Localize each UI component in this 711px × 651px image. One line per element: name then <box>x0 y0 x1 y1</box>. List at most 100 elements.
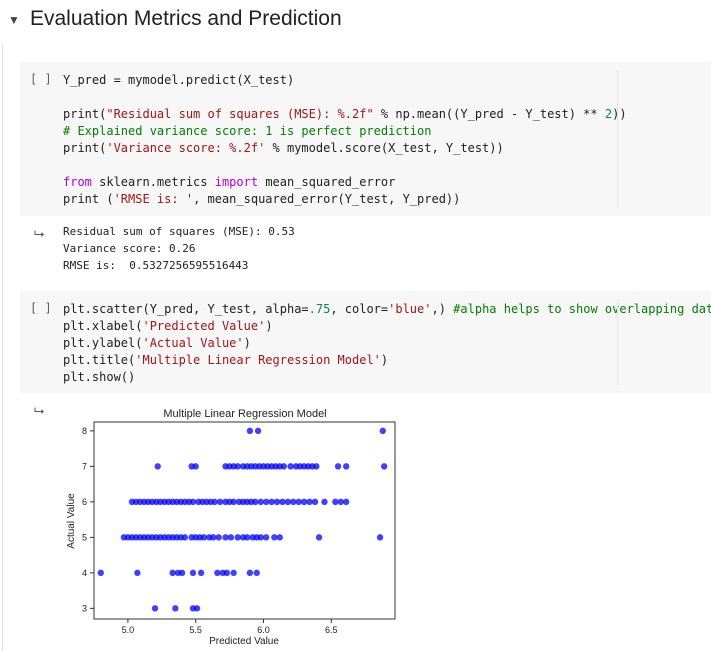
code-cell-2[interactable]: [ ] plt.scatter(Y_pred, Y_test, alpha=.7… <box>20 291 711 393</box>
code-token: % mymodel.score(X_test, Y_test)) <box>265 141 504 155</box>
scatter-point <box>97 569 104 577</box>
scatter-point <box>376 534 384 541</box>
scatter-point <box>313 463 320 470</box>
scatter-point <box>280 463 288 470</box>
scatter-point <box>271 534 278 541</box>
scatter-point <box>252 498 259 506</box>
scatter-point <box>193 605 201 612</box>
code-token: plt.title( <box>63 353 136 367</box>
scatter-point <box>300 498 308 506</box>
code-token: 'Predicted Value' <box>142 319 266 333</box>
scatter-point <box>380 463 388 470</box>
code-token: # Explained variance score: 1 is perfect… <box>63 124 432 138</box>
scatter-point <box>311 498 319 506</box>
scatter-point <box>290 498 297 506</box>
x-tick-label: 6.5 <box>325 625 338 635</box>
scatter-point <box>287 463 294 470</box>
code-line: print('Variance score: %.2f' % mymodel.s… <box>63 140 627 157</box>
code-token: sklearn.metrics <box>91 175 215 189</box>
plot-area-frame <box>93 421 396 620</box>
scatter-point <box>257 498 264 506</box>
y-tick-label: 3 <box>82 603 87 613</box>
code-token: "Residual sum of squares (MSE): %.2f" <box>106 107 374 121</box>
cell-divider <box>617 299 618 385</box>
scatter-point <box>306 498 313 506</box>
code-token: plt.xlabel( <box>63 319 143 333</box>
code-token: mean_squared_error <box>258 175 396 189</box>
scatter-point <box>276 534 283 541</box>
code-token: 2 <box>604 107 613 121</box>
code-token: .75 <box>308 302 331 316</box>
scatter-point <box>268 498 275 506</box>
scatter-point <box>342 498 350 506</box>
code-token: ) <box>265 319 273 333</box>
code-line: plt.show() <box>63 369 711 386</box>
code-token: plt.show() <box>63 370 136 384</box>
scatter-point <box>216 498 224 506</box>
scatter-point <box>222 534 229 541</box>
scatter-point <box>223 569 231 577</box>
scatter-point <box>200 534 208 541</box>
code-token: 'blue' <box>388 302 432 316</box>
scatter-point <box>230 498 237 506</box>
cell-output-text: Residual sum of squares (MSE): 0.53 Varia… <box>63 223 295 274</box>
y-tick-label: 5 <box>82 532 87 542</box>
scatter-point <box>172 605 179 612</box>
code-token: print( <box>63 141 107 155</box>
scatter-point <box>279 498 286 506</box>
scatter-point <box>189 569 197 577</box>
x-axis-label: Predicted Value <box>209 636 279 647</box>
code-token: , mean_squared_error(Y_test, Y_pred)) <box>193 192 461 206</box>
code-token: import <box>214 175 259 189</box>
scatter-point <box>254 427 262 435</box>
code-line <box>63 89 627 106</box>
scatter-point <box>215 534 222 541</box>
scatter-point <box>154 463 161 470</box>
scatter-point <box>262 498 270 506</box>
scatter-point <box>244 534 251 541</box>
scatter-point <box>273 498 281 506</box>
code-line: plt.ylabel('Actual Value') <box>63 335 711 352</box>
code-token: plt.ylabel( <box>63 336 143 350</box>
code-line: print("Residual sum of squares (MSE): %.… <box>63 106 627 123</box>
scatter-point <box>379 427 386 435</box>
section-title: Evaluation Metrics and Prediction <box>30 7 342 30</box>
scatter-point <box>227 534 235 541</box>
scatter-point <box>295 498 302 506</box>
code-token: plt.scatter(Y_pred, Y_test, alpha= <box>63 302 309 316</box>
scatter-point <box>332 498 339 506</box>
code-token: )) <box>612 107 627 121</box>
code-token: ) <box>380 353 389 367</box>
run-cell-button[interactable]: [ ] <box>30 301 52 315</box>
y-tick-label: 4 <box>82 568 87 578</box>
scatter-point <box>197 569 205 577</box>
code-token: Y_pred = mymodel.predict(X_test) <box>63 73 295 87</box>
scatter-point <box>234 534 241 541</box>
code-editor[interactable]: Y_pred = mymodel.predict(X_test) print("… <box>63 72 627 208</box>
run-cell-button[interactable]: [ ] <box>30 72 52 86</box>
scatter-point <box>181 534 189 541</box>
caret-down-icon[interactable]: ▼ <box>8 13 20 27</box>
scatter-point <box>337 498 344 506</box>
code-token: 'Variance score: %.2f' <box>106 141 266 155</box>
code-token: print( <box>63 107 107 121</box>
code-line <box>63 157 627 174</box>
code-line: from sklearn.metrics import mean_squared… <box>63 174 627 191</box>
code-line: Y_pred = mymodel.predict(X_test) <box>63 72 627 89</box>
code-line: plt.title('Multiple Linear Regression Mo… <box>63 352 711 369</box>
scatter-point <box>262 534 270 541</box>
scatter-chart-svg: Multiple Linear Regression Model Predict… <box>66 408 396 647</box>
output-arrow-icon: ⮡ <box>34 226 45 241</box>
code-token: from <box>63 175 92 189</box>
output-line: Variance score: 0.26 <box>63 242 196 255</box>
scatter-point <box>234 463 241 470</box>
scatter-point <box>192 463 199 470</box>
code-token: print ( <box>63 192 114 206</box>
y-tick-label: 6 <box>82 497 87 507</box>
scatter-point <box>210 534 217 541</box>
scatter-point <box>284 498 292 506</box>
y-axis-label: Actual Value <box>66 493 77 549</box>
code-editor[interactable]: plt.scatter(Y_pred, Y_test, alpha=.75, c… <box>63 301 711 386</box>
code-cell-1[interactable]: [ ] Y_pred = mymodel.predict(X_test) pri… <box>20 62 711 216</box>
code-line: plt.xlabel('Predicted Value') <box>63 318 711 335</box>
